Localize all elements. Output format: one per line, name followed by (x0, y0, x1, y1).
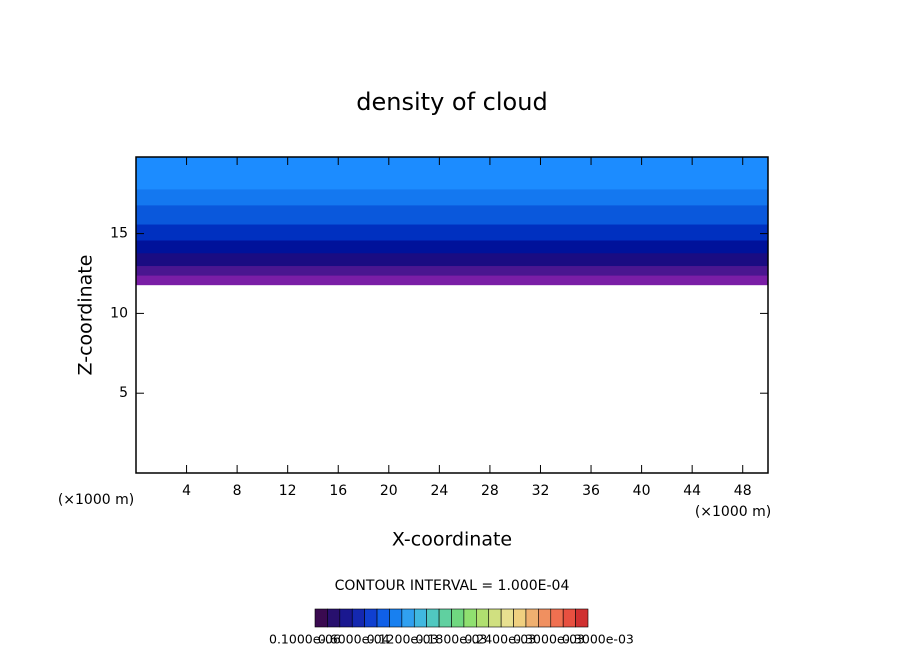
x-tick-label: 12 (279, 483, 297, 499)
y-axis-label: Z-coordinate (75, 255, 97, 376)
colorbar-box (562, 608, 576, 628)
colorbar-label: 0.2400e-03 (464, 632, 536, 647)
x-tick-label: 32 (532, 483, 550, 499)
colorbar-label: 0.1200e-03 (367, 632, 439, 647)
x-tick-label: 20 (380, 483, 398, 499)
x-unit: (×1000 m) (695, 504, 771, 520)
x-tick-label: 44 (683, 483, 701, 499)
colorbar-box (426, 608, 440, 628)
colorbar-box (327, 608, 341, 628)
colorbar-label: 0.3000e-03 (513, 632, 585, 647)
colorbar-box (538, 608, 552, 628)
y-tick-label: 10 (110, 305, 128, 321)
contour-band (136, 275, 768, 286)
x-axis-label: X-coordinate (392, 529, 512, 551)
colorbar-label: 0.1000e-06 (269, 632, 341, 647)
colorbar-box (401, 608, 415, 628)
colorbar-label: 0.6000e-04 (318, 632, 390, 647)
colorbar-box (451, 608, 465, 628)
y-tick-label: 5 (119, 385, 128, 401)
colorbar-label: 0.1800e-03 (416, 632, 488, 647)
contour-band (136, 188, 768, 206)
y-unit: (×1000 m) (58, 492, 134, 508)
colorbar-box (438, 608, 452, 628)
y-tick-label: 15 (110, 226, 128, 242)
colorbar-box (463, 608, 477, 628)
contour-band (136, 157, 768, 190)
chart-title: density of cloud (356, 88, 547, 116)
colorbar-box (413, 608, 427, 628)
x-tick-label: 28 (481, 483, 499, 499)
plot-frame (135, 156, 769, 474)
contour-band (136, 224, 768, 241)
x-tick-label: 16 (329, 483, 347, 499)
x-tick-label: 36 (582, 483, 600, 499)
colorbar-box (339, 608, 353, 628)
colorbar-box (314, 608, 328, 628)
contour-band (136, 265, 768, 276)
x-tick-label: 8 (233, 483, 242, 499)
colorbar-box (575, 608, 589, 628)
colorbar-box (364, 608, 378, 628)
contour-band (136, 239, 768, 254)
x-tick-label: 48 (734, 483, 752, 499)
x-tick-label: 24 (430, 483, 448, 499)
x-tick-label: 40 (633, 483, 651, 499)
colorbar-box (513, 608, 527, 628)
colorbar-box (525, 608, 539, 628)
colorbar-label: 0.3000e-03 (562, 632, 634, 647)
colorbar-box (376, 608, 390, 628)
colorbar-box (476, 608, 490, 628)
colorbar-box (500, 608, 514, 628)
contour-band (136, 204, 768, 225)
x-tick-label: 4 (182, 483, 191, 499)
contour-band (136, 252, 768, 267)
colorbar-box (351, 608, 365, 628)
colorbar-box (550, 608, 564, 628)
contour-interval: CONTOUR INTERVAL = 1.000E-04 (335, 578, 570, 594)
colorbar-box (488, 608, 502, 628)
colorbar-box (389, 608, 403, 628)
